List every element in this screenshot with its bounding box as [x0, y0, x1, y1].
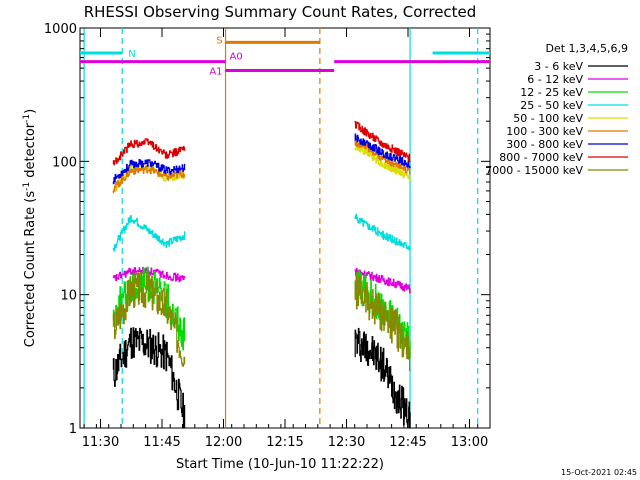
- series-line-9-second-segment: [354, 272, 411, 371]
- y-axis-label-part2: detector: [23, 122, 38, 182]
- series-line-5-second-segment: [354, 144, 411, 182]
- series-line-4-first-segment: [112, 215, 186, 252]
- x-tick-label: 12:30: [328, 435, 365, 450]
- y-axis-label: Corrected Count Rate (s-1 detector-1): [22, 109, 38, 347]
- legend-label: 3 - 6 keV: [534, 60, 583, 73]
- y-tick-label: 100: [52, 155, 77, 170]
- series-line-8-first-segment: [112, 138, 186, 166]
- series-line-8-second-segment: [354, 121, 411, 163]
- instrument-state-bars: N S A0 A1: [80, 35, 490, 78]
- x-tick-label: 11:45: [143, 435, 180, 450]
- x-tick-label: 13:00: [451, 435, 488, 450]
- x-tick-label: 11:30: [82, 435, 119, 450]
- state-label-a1: A1: [209, 67, 222, 78]
- y-axis: 1 10 100 1000: [44, 22, 490, 437]
- y-tick-label: 10: [60, 289, 77, 304]
- series-layer: [112, 121, 411, 429]
- x-tick-label: 12:00: [205, 435, 242, 450]
- x-axis: 11:30 11:45 12:00 12:15 12:30 12:45 13:00: [82, 28, 488, 450]
- series-line-2-first-segment: [112, 266, 186, 283]
- legend-label: 300 - 800 keV: [506, 138, 583, 151]
- series-line-7-first-segment: [112, 159, 186, 185]
- y-tick-label: 1000: [44, 22, 77, 37]
- state-label-n: N: [128, 49, 135, 60]
- legend-label: 25 - 50 keV: [520, 99, 583, 112]
- footer-timestamp: 15-Oct-2021 02:45: [561, 468, 637, 477]
- series-line-1-first-segment: [112, 327, 186, 429]
- y-axis-label-part3: ): [23, 109, 38, 114]
- x-tick-label: 12:45: [389, 435, 426, 450]
- x-tick-label: 12:15: [266, 435, 303, 450]
- series-line-1-second-segment: [354, 327, 411, 429]
- chart-title: RHESSI Observing Summary Count Rates, Co…: [84, 3, 477, 21]
- legend-label: 12 - 25 keV: [520, 86, 583, 99]
- legend-label: 800 - 7000 keV: [499, 151, 583, 164]
- series-line-7-second-segment: [354, 133, 411, 169]
- series-line-4-second-segment: [354, 213, 411, 251]
- y-axis-label-sup1: -1: [22, 182, 32, 191]
- x-axis-label: Start Time (10-Jun-10 11:22:22): [176, 457, 384, 472]
- y-axis-label-sup2: -1: [22, 114, 32, 123]
- y-tick-label: 1: [69, 422, 77, 437]
- legend-label: 50 - 100 keV: [513, 112, 583, 125]
- y-axis-label-part1: Corrected Count Rate (s: [23, 191, 38, 348]
- series-line-6-second-segment: [354, 139, 411, 175]
- series-line-6-first-segment: [112, 165, 186, 194]
- legend-title: Det 1,3,4,5,6,9: [545, 42, 628, 55]
- state-label-a0: A0: [230, 52, 243, 63]
- legend-label: 6 - 12 keV: [527, 73, 583, 86]
- legend-label: 100 - 300 keV: [506, 125, 583, 138]
- series-line-9-first-segment: [112, 271, 186, 367]
- state-label-s: S: [216, 35, 222, 46]
- legend-label: 7000 - 15000 keV: [485, 164, 583, 177]
